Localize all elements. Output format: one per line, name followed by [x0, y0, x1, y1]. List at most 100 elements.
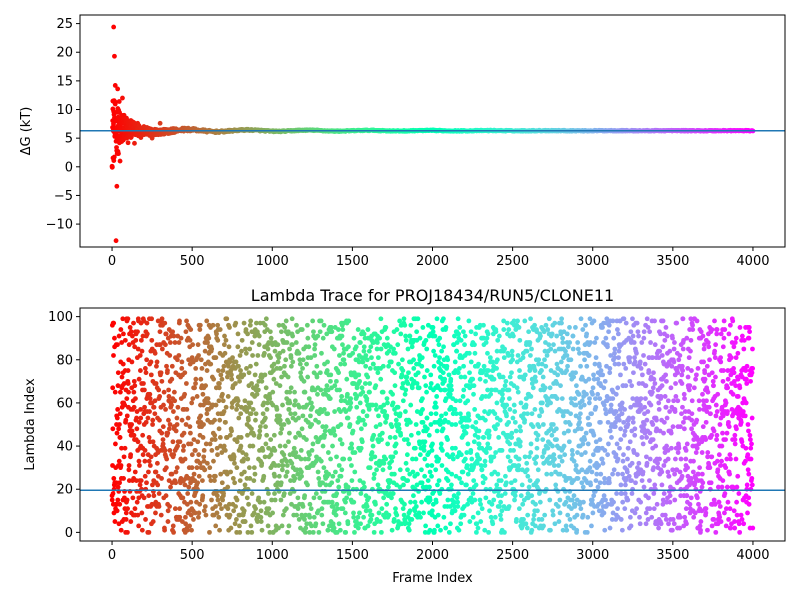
- lambda-point: [661, 463, 667, 468]
- lambda-point: [423, 523, 429, 529]
- lambda-point: [529, 493, 535, 499]
- lambda-point: [201, 447, 207, 453]
- lambda-point: [355, 525, 361, 531]
- lambda-point: [244, 495, 250, 501]
- lambda-point: [416, 385, 422, 391]
- lambda-point: [397, 318, 403, 324]
- lambda-point: [577, 419, 582, 425]
- lambda-point: [437, 491, 443, 496]
- lambda-point: [345, 391, 350, 397]
- lambda-point: [536, 424, 542, 430]
- lambda-point: [131, 378, 137, 384]
- lambda-point: [616, 348, 622, 354]
- lambda-point: [505, 454, 511, 460]
- lambda-point: [306, 456, 311, 462]
- lambda-point: [598, 419, 603, 425]
- lambda-point: [446, 372, 452, 378]
- lambda-point: [602, 480, 607, 486]
- lambda-point: [339, 467, 345, 473]
- lambda-point: [145, 415, 151, 421]
- lambda-point: [151, 404, 157, 410]
- lambda-point: [391, 471, 397, 477]
- lambda-point: [555, 372, 561, 378]
- lambda-point: [287, 389, 293, 395]
- lambda-point: [329, 329, 335, 335]
- lambda-point: [578, 506, 584, 512]
- lambda-point: [412, 508, 418, 514]
- delta-g-point: [132, 140, 137, 146]
- lambda-point: [453, 445, 458, 451]
- lambda-point: [332, 383, 338, 389]
- lambda-point: [393, 417, 399, 423]
- lambda-point: [212, 473, 218, 479]
- lambda-point: [255, 387, 261, 393]
- lambda-point: [259, 378, 265, 384]
- lambda-point: [494, 366, 499, 371]
- lambda-point: [400, 368, 406, 373]
- lambda-point: [316, 529, 322, 535]
- lambda-point: [187, 337, 193, 343]
- lambda-point: [526, 329, 532, 335]
- lambda-point: [619, 400, 625, 406]
- lambda-point: [142, 447, 148, 453]
- lambda-point: [652, 381, 658, 386]
- lambda-point: [321, 465, 327, 471]
- lambda-point: [292, 411, 298, 417]
- lambda-point: [112, 519, 118, 524]
- lambda-point: [337, 527, 343, 533]
- y-tick-label: 25: [56, 17, 73, 32]
- lambda-point: [500, 374, 506, 380]
- lambda-point: [649, 389, 655, 395]
- lambda-point: [366, 495, 372, 501]
- lambda-point: [516, 456, 522, 462]
- lambda-point: [560, 340, 566, 345]
- lambda-point: [208, 361, 214, 367]
- lambda-point: [491, 497, 497, 503]
- lambda-point: [607, 370, 613, 376]
- lambda-point: [238, 443, 244, 449]
- lambda-point: [323, 424, 329, 430]
- lambda-point: [647, 329, 653, 335]
- lambda-point: [572, 501, 578, 507]
- lambda-point: [501, 318, 507, 324]
- lambda-point: [553, 426, 559, 432]
- lambda-point: [180, 447, 186, 453]
- lambda-point: [220, 368, 226, 373]
- lambda-point: [343, 499, 348, 505]
- lambda-point: [189, 465, 195, 471]
- lambda-point: [390, 391, 396, 397]
- lambda-point: [565, 344, 571, 350]
- lambda-point: [312, 353, 318, 358]
- lambda-point: [597, 437, 603, 443]
- lambda-point: [585, 441, 591, 447]
- lambda-point: [370, 402, 375, 408]
- lambda-point: [253, 417, 258, 423]
- lambda-point: [671, 521, 677, 527]
- lambda-point: [533, 378, 539, 384]
- lambda-point: [280, 402, 285, 408]
- lambda-point: [313, 491, 319, 496]
- lambda-point: [265, 523, 271, 529]
- lambda-point: [679, 363, 685, 369]
- lambda-point: [435, 482, 440, 488]
- lambda-point: [524, 467, 530, 473]
- lambda-point: [358, 491, 364, 496]
- lambda-point: [251, 478, 257, 483]
- lambda-point: [361, 480, 366, 486]
- lambda-point: [457, 476, 462, 481]
- lambda-point: [177, 318, 182, 324]
- lambda-point: [411, 357, 416, 363]
- lambda-point: [264, 406, 270, 412]
- lambda-point: [476, 361, 481, 367]
- lambda-point: [495, 337, 501, 343]
- lambda-point: [211, 376, 217, 382]
- lambda-point: [279, 426, 285, 432]
- lambda-point: [215, 497, 221, 503]
- lambda-point: [468, 359, 474, 365]
- lambda-point: [288, 355, 294, 361]
- lambda-point: [206, 400, 211, 406]
- lambda-point: [352, 469, 358, 475]
- lambda-point: [376, 510, 382, 516]
- lambda-point: [138, 337, 144, 343]
- lambda-point: [561, 443, 567, 449]
